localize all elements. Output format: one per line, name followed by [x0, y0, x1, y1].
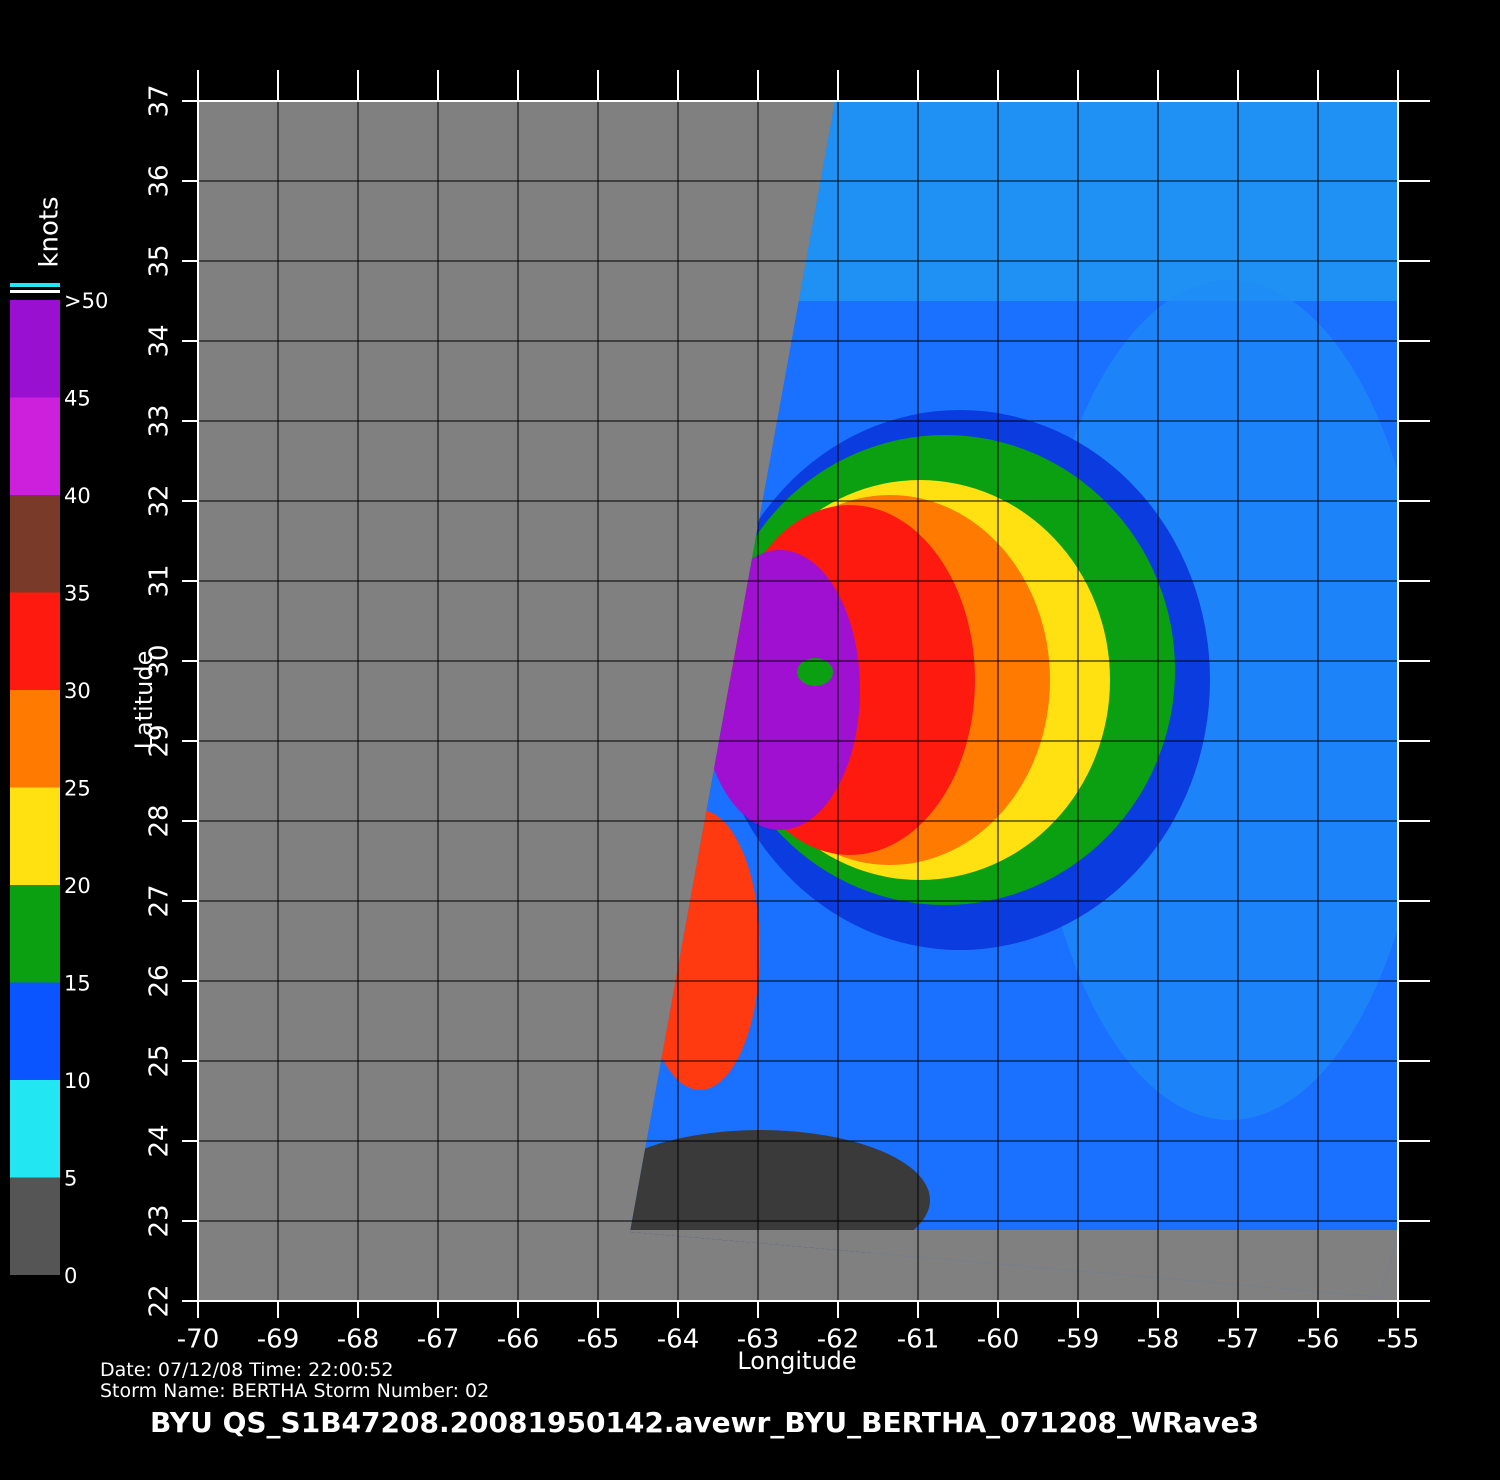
x-tick-label: -69	[257, 1325, 299, 1355]
y-tick-label: 32	[145, 484, 175, 517]
colorbar-band	[10, 300, 60, 398]
y-tick-label: 24	[145, 1124, 175, 1157]
x-tick-label: -70	[177, 1325, 219, 1355]
x-tick-label: -61	[897, 1325, 939, 1355]
y-tick-label: 31	[145, 564, 175, 597]
colorbar: 0 5 10 15 20 25 30 35 40 45 >50	[10, 283, 108, 1288]
colorbar-label: 15	[64, 972, 91, 996]
x-tick-label: -66	[497, 1325, 539, 1355]
y-tick-label: 30	[145, 644, 175, 677]
y-tick-label: 29	[145, 724, 175, 757]
x-tick-label: -67	[417, 1325, 459, 1355]
colorbar-band	[10, 1080, 60, 1178]
x-tick-label: -60	[977, 1325, 1019, 1355]
colorbar-band	[10, 592, 60, 690]
y-tick-label: 26	[145, 964, 175, 997]
y-tick-label: 35	[145, 244, 175, 277]
colorbar-band	[10, 885, 60, 983]
file-name: BYU QS_S1B47208.20081950142.avewr_BYU_BE…	[150, 1406, 1259, 1439]
x-tick-label: -59	[1057, 1325, 1099, 1355]
colorbar-band	[10, 982, 60, 1080]
axes: -70 -69 -68 -67 -66 -65 -64 -63 -62 -61 -60 -59 -58 -…	[145, 70, 1430, 1355]
y-tick-label: 28	[145, 804, 175, 837]
x-tick-label: -63	[737, 1325, 779, 1355]
colorbar-label: 10	[64, 1069, 91, 1093]
x-tick-label: -55	[1377, 1325, 1419, 1355]
y-tick-label: 33	[145, 404, 175, 437]
colorbar-label: 30	[64, 679, 91, 703]
colorbar-label: 35	[64, 582, 91, 606]
x-tick-label: -58	[1137, 1325, 1179, 1355]
colorbar-band	[10, 787, 60, 885]
y-tick-label: 22	[145, 1284, 175, 1317]
colorbar-band	[10, 690, 60, 788]
colorbar-cap	[10, 283, 60, 287]
colorbar-label: 45	[64, 387, 91, 411]
colorbar-band	[10, 1177, 60, 1275]
colorbar-cap	[10, 290, 60, 293]
x-tick-label: -65	[577, 1325, 619, 1355]
y-tick-label: 36	[145, 164, 175, 197]
y-axis-label: Latitude	[130, 651, 158, 750]
x-axis-label: Longitude	[737, 1347, 856, 1375]
x-tick-label: -68	[337, 1325, 379, 1355]
x-tick-label: -62	[817, 1325, 859, 1355]
y-tick-label: 37	[145, 84, 175, 117]
y-tick-label: 23	[145, 1204, 175, 1237]
colorbar-label: 40	[64, 484, 91, 508]
plot-frame	[197, 100, 1399, 1302]
y-tick-label: 27	[145, 884, 175, 917]
y-tick-label: 34	[145, 324, 175, 357]
colorbar-label: >50	[64, 289, 108, 313]
colorbar-label: 25	[64, 777, 91, 801]
colorbar-label: 0	[64, 1264, 77, 1288]
y-tick-label: 25	[145, 1044, 175, 1077]
colorbar-label: 20	[64, 874, 91, 898]
date-line: Date: 07/12/08 Time: 22:00:52	[100, 1359, 394, 1381]
x-tick-label: -57	[1217, 1325, 1259, 1355]
x-tick-label: -56	[1297, 1325, 1339, 1355]
x-tick-label: -64	[657, 1325, 699, 1355]
colorbar-title: knots	[35, 196, 65, 267]
colorbar-band	[10, 495, 60, 593]
storm-line: Storm Name: BERTHA Storm Number: 02	[100, 1380, 489, 1402]
colorbar-band	[10, 397, 60, 495]
colorbar-label: 5	[64, 1167, 77, 1191]
